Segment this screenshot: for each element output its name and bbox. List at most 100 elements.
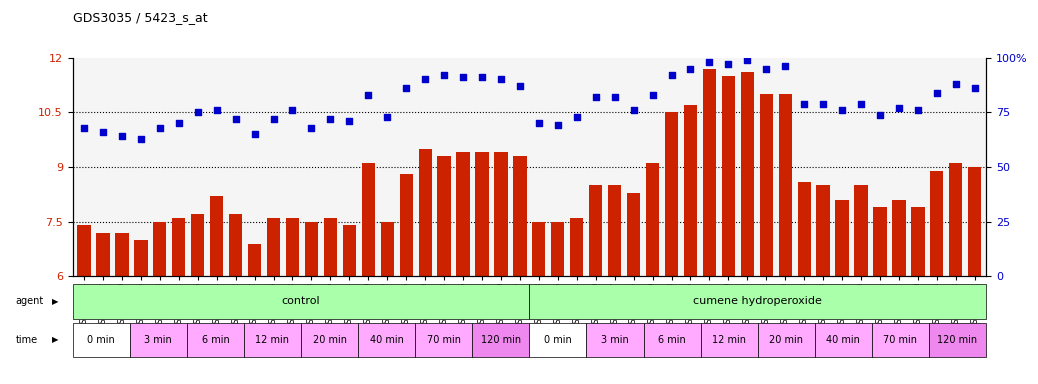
Point [189,109,206,116]
Bar [418,149,432,384]
Text: 120 min: 120 min [481,335,521,345]
Point [663,72,680,78]
FancyBboxPatch shape [529,323,586,357]
FancyBboxPatch shape [358,323,415,357]
Text: 40 min: 40 min [826,335,861,345]
Bar [646,164,659,384]
Bar [968,167,981,384]
Bar [760,94,773,384]
Bar [494,152,508,384]
Point [133,136,149,142]
Bar [172,218,186,384]
Text: cumene hydroperoxide: cumene hydroperoxide [693,296,822,306]
Point [266,116,282,122]
FancyBboxPatch shape [301,323,358,357]
Bar [475,152,489,384]
Point [493,76,510,83]
Point [645,92,661,98]
Point [209,107,225,113]
Bar [778,94,792,384]
Bar [570,218,583,384]
Bar [305,222,318,384]
Bar [78,225,90,384]
Text: 40 min: 40 min [370,335,404,345]
FancyBboxPatch shape [130,323,187,357]
Bar [854,185,868,384]
Text: control: control [281,296,321,306]
Point [360,92,377,98]
Bar [324,218,337,384]
FancyBboxPatch shape [929,323,986,357]
FancyBboxPatch shape [415,323,472,357]
Bar [590,185,602,384]
Bar [949,164,962,384]
FancyBboxPatch shape [701,323,758,357]
Point [720,61,737,67]
Text: 70 min: 70 min [427,335,461,345]
Point [227,116,244,122]
Point [303,124,320,131]
Point [152,124,168,131]
Text: 12 min: 12 min [712,335,746,345]
Bar [248,244,262,384]
FancyBboxPatch shape [187,323,244,357]
Point [455,74,471,80]
Bar [513,156,526,384]
Point [322,116,338,122]
Point [588,94,604,100]
FancyBboxPatch shape [472,323,529,357]
Bar [191,215,204,384]
Bar [134,240,147,384]
Bar [665,113,678,384]
Point [436,72,453,78]
Point [398,85,414,91]
Bar [817,185,829,384]
FancyBboxPatch shape [872,323,929,357]
Bar [115,233,129,384]
Point [739,57,756,63]
Text: 6 min: 6 min [201,335,229,345]
FancyBboxPatch shape [815,323,872,357]
FancyBboxPatch shape [73,323,130,357]
Text: 0 min: 0 min [87,335,115,345]
Bar [836,200,849,384]
Text: ▶: ▶ [52,335,58,344]
Bar [684,105,698,384]
Text: 3 min: 3 min [144,335,172,345]
Point [909,107,926,113]
Point [625,107,641,113]
Point [113,133,130,139]
Point [569,114,585,120]
Point [891,105,907,111]
Text: 12 min: 12 min [255,335,290,345]
Point [948,81,964,87]
FancyBboxPatch shape [529,284,986,319]
FancyBboxPatch shape [244,323,301,357]
Bar [608,185,622,384]
Bar [97,233,110,384]
Point [682,65,699,71]
Bar [457,152,469,384]
Point [379,114,395,120]
Point [815,101,831,107]
Bar [267,218,280,384]
Bar [627,193,640,384]
Bar [154,222,166,384]
Point [417,76,434,83]
Bar [343,225,356,384]
Point [872,111,889,118]
Bar [721,76,735,384]
Point [929,89,946,96]
Point [342,118,358,124]
FancyBboxPatch shape [758,323,815,357]
Point [530,120,547,126]
Bar [703,69,716,384]
Bar [893,200,905,384]
Point [246,131,263,137]
Bar [551,222,565,384]
Text: 6 min: 6 min [658,335,686,345]
Bar [210,196,223,384]
Point [966,85,983,91]
Point [284,107,301,113]
Text: 20 min: 20 min [312,335,347,345]
